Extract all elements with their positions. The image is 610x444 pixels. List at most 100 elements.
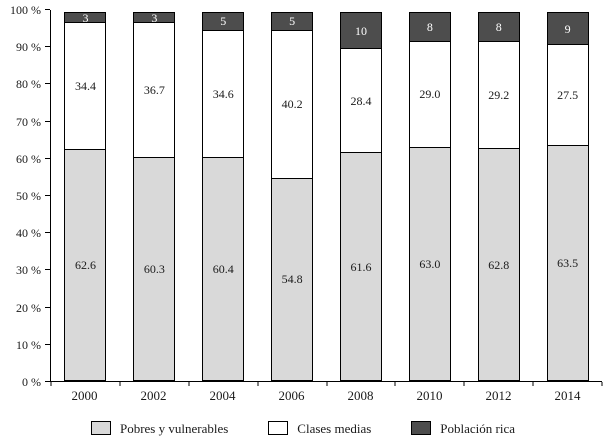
segment-pobres-y-vulnerables: 63.0 <box>408 147 451 381</box>
segment-value-label: 61.6 <box>350 259 372 274</box>
y-tick-mark <box>45 269 50 271</box>
segment-clases-medias: 28.4 <box>339 48 382 154</box>
segment-value-label: 62.6 <box>74 257 96 272</box>
x-tick-mark <box>601 382 603 386</box>
segment-value-label: 62.8 <box>488 257 510 272</box>
segment-value-label: 34.4 <box>74 78 96 93</box>
segment-value-label: 63.0 <box>419 257 441 272</box>
x-tick-mark <box>50 382 52 386</box>
x-tick-label-2006: 2006 <box>278 388 305 403</box>
bar-2014: 63.5 27.5 9 <box>546 10 589 381</box>
segment-pobres-y-vulnerables: 63.5 <box>546 145 589 381</box>
segment-value-label: 54.8 <box>281 272 303 287</box>
bar-slot-2010: 63.0 29.0 8 <box>395 10 464 381</box>
segment-value-label: 28.4 <box>350 93 372 108</box>
y-axis: 0 % 10 % 20 % 30 % 40 % 50 % 60 % 70 % 80 % 90 % 1… <box>4 4 50 388</box>
y-tick-mark <box>45 157 50 159</box>
segment-poblacion-rica: 3 <box>64 10 107 25</box>
segment-value-label: 5 <box>289 14 296 29</box>
segment-value-label: 36.7 <box>143 83 165 98</box>
y-tick-mark <box>45 9 50 10</box>
x-tick-label-2012: 2012 <box>485 388 512 403</box>
x-axis: 2000 2002 2004 2006 2008 2010 2012 2014 <box>50 382 602 409</box>
segment-value-label: 10 <box>354 23 367 38</box>
segment-pobres-y-vulnerables: 62.6 <box>64 148 107 381</box>
segment-value-label: 60.4 <box>212 261 234 276</box>
y-tick-label: 70 % <box>16 114 41 129</box>
bar-slot-2008: 61.6 28.4 10 <box>327 10 396 381</box>
segment-poblacion-rica: 5 <box>271 12 314 31</box>
segment-value-label: 3 <box>151 10 158 25</box>
legend-item-poblacion-rica: Población rica <box>411 421 515 435</box>
x-tick-label-2004: 2004 <box>209 388 236 403</box>
bar-2010: 63.0 29.0 8 <box>408 10 451 381</box>
segment-value-label: 8 <box>495 19 502 34</box>
y-tick-label: 90 % <box>16 40 41 55</box>
y-tick-label: 10 % <box>16 337 41 352</box>
x-tick-mark <box>463 382 465 386</box>
segment-value-label: 8 <box>426 19 433 34</box>
bar-slot-2004: 60.4 34.6 5 <box>189 10 258 381</box>
segment-poblacion-rica: 5 <box>202 12 245 31</box>
bar-slot-2012: 62.8 29.2 8 <box>464 10 533 381</box>
segment-poblacion-rica: 9 <box>546 12 589 46</box>
bar-2008: 61.6 28.4 10 <box>339 10 382 381</box>
legend-item-clases-medias: Clases medias <box>268 421 371 435</box>
x-tick-mark <box>119 382 121 386</box>
legend-swatch-clases-medias <box>268 421 289 435</box>
x-tick-mark <box>394 382 396 386</box>
y-tick-mark <box>45 46 50 48</box>
y-tick-mark <box>45 306 50 308</box>
y-tick-mark <box>45 195 50 196</box>
x-tick-label-2008: 2008 <box>347 388 374 403</box>
y-tick-label: 40 % <box>16 226 41 241</box>
segment-value-label: 5 <box>220 14 227 29</box>
segment-poblacion-rica: 3 <box>133 10 176 25</box>
segment-value-label: 3 <box>82 10 89 25</box>
segment-pobres-y-vulnerables: 54.8 <box>271 177 314 381</box>
segment-pobres-y-vulnerables: 62.8 <box>477 148 520 381</box>
segment-clases-medias: 34.6 <box>202 29 245 158</box>
x-tick-mark <box>257 382 259 386</box>
segment-clases-medias: 29.0 <box>408 40 451 149</box>
segment-poblacion-rica: 10 <box>339 12 382 50</box>
y-tick-mark <box>45 120 50 122</box>
y-tick-mark <box>45 381 50 382</box>
segment-clases-medias: 29.2 <box>477 40 520 150</box>
segment-value-label: 63.5 <box>557 256 579 271</box>
bar-slot-2002: 60.3 36.7 3 <box>120 10 189 381</box>
legend-swatch-poblacion-rica <box>411 421 432 435</box>
segment-clases-medias: 36.7 <box>133 22 176 159</box>
x-tick-label-2000: 2000 <box>71 388 98 403</box>
legend-label-pobres-y-vulnerables: Pobres y vulnerables <box>119 420 229 436</box>
x-tick-label-2010: 2010 <box>416 388 443 403</box>
segment-value-label: 60.3 <box>143 262 165 277</box>
y-tick-label: 0 % <box>22 375 41 389</box>
bar-2000: 62.6 34.4 3 <box>64 10 107 381</box>
segment-value-label: 9 <box>564 21 571 36</box>
y-tick-mark <box>45 83 50 85</box>
y-tick-label: 20 % <box>16 300 41 315</box>
bar-slot-2006: 54.8 40.2 5 <box>258 10 327 381</box>
y-tick-label: 50 % <box>16 189 41 203</box>
y-tick-mark <box>45 343 50 345</box>
x-tick-label-2002: 2002 <box>140 388 167 403</box>
y-tick-label: 60 % <box>16 151 41 166</box>
segment-pobres-y-vulnerables: 60.4 <box>202 156 245 381</box>
segment-value-label: 29.2 <box>488 87 510 102</box>
legend: Pobres y vulnerables Clases medias Poblaci… <box>4 421 602 435</box>
bar-slot-2014: 63.5 27.5 9 <box>533 10 602 381</box>
segment-value-label: 29.0 <box>419 87 441 102</box>
y-tick-mark <box>45 232 50 234</box>
y-tick-label: 100 % <box>10 3 41 17</box>
legend-label-poblacion-rica: Población rica <box>440 420 516 436</box>
x-tick-mark <box>188 382 190 386</box>
segment-clases-medias: 27.5 <box>546 44 589 147</box>
segment-pobres-y-vulnerables: 61.6 <box>339 152 382 381</box>
segment-poblacion-rica: 8 <box>408 12 451 42</box>
segment-clases-medias: 40.2 <box>271 29 314 179</box>
y-tick-label: 80 % <box>16 77 41 92</box>
bar-2012: 62.8 29.2 8 <box>477 10 520 381</box>
bar-2002: 60.3 36.7 3 <box>133 10 176 381</box>
